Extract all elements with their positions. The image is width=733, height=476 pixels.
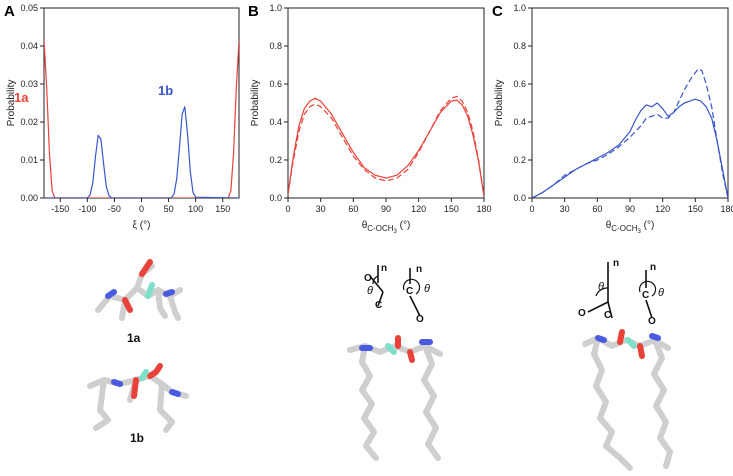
x-tick-label: -100	[78, 204, 96, 214]
molecule-label-1a: 1a	[127, 331, 141, 345]
x-axis-label-sub2: 3	[394, 229, 398, 235]
normal-n-c2: n	[650, 262, 656, 273]
theta-b2: θ	[424, 283, 430, 295]
atom-o-b: O	[364, 273, 372, 284]
atom-c-c2: C	[642, 290, 649, 301]
y-tick-label: 0.0	[513, 193, 526, 203]
x-tick-label: 0	[529, 204, 534, 214]
x-tick-label: 90	[625, 204, 635, 214]
y-tick-label: 0.6	[269, 79, 282, 89]
normal-n-b2: n	[416, 264, 422, 275]
plot-frame	[287, 7, 485, 199]
y-tick-label: 0.00	[20, 193, 38, 203]
x-tick-label: 100	[188, 204, 203, 214]
x-tick-label: 150	[688, 204, 703, 214]
geometry-sketch-b: O C n θ C O n θ	[364, 263, 430, 325]
y-tick-label: 0.2	[269, 155, 282, 165]
atom-c-b: C	[375, 300, 382, 311]
atom-c-b2: C	[406, 286, 413, 297]
molecule-label-1b: 1b	[130, 431, 144, 445]
atom-o-c2: O	[648, 316, 656, 327]
y-tick-label: 0.01	[20, 155, 38, 165]
y-tick-label: 0.0	[269, 193, 282, 203]
x-axis-label-unit: (°)	[397, 220, 410, 231]
x-tick-label: 120	[655, 204, 670, 214]
molecule-panel-c	[582, 329, 673, 471]
series-label-1a: 1a	[14, 90, 29, 105]
x-axis-label-unit: (°)	[641, 220, 654, 231]
y-axis-label: Probability	[6, 80, 17, 127]
x-axis-label: ξ (°)	[133, 220, 151, 231]
series-line-dashed-1	[288, 95, 484, 197]
panel-letter-c: C	[492, 3, 503, 20]
atom-o-c: O	[578, 308, 586, 319]
y-tick-label: 0.8	[513, 41, 526, 51]
chart-panel-a: -150 -100 -50 0 50 100 150 0.00 0.01 0.02 0.03 0.04…	[6, 3, 240, 231]
atom-o-b2: O	[416, 314, 424, 325]
panel-letter-a: A	[4, 3, 15, 20]
theta-c1: θ	[598, 281, 604, 293]
series-line-solid-1	[44, 106, 239, 198]
y-tick-label: 0.05	[20, 3, 38, 13]
y-tick-label: 0.4	[513, 117, 526, 127]
x-tick-label: 50	[164, 204, 174, 214]
x-tick-label: 180	[720, 204, 733, 214]
y-tick-label: 0.2	[513, 155, 526, 165]
molecule-1a	[95, 259, 183, 321]
x-axis-label-sub: C-OCH	[367, 224, 393, 233]
theta-c2: θ	[658, 287, 664, 299]
atom-c-c: C	[604, 310, 611, 321]
x-axis-label-main: θ	[606, 220, 612, 231]
plot-frame	[43, 7, 240, 199]
y-axis-label: Probability	[494, 80, 505, 127]
theta-b1: θ	[367, 285, 373, 297]
chart-panel-c: 0 30 60 90 120 150 180 0.0 0.2 0.4 0.6 0.8 1.0 Probab…	[494, 3, 733, 235]
y-tick-label: 0.04	[20, 41, 38, 51]
x-axis-label-sub2: 3	[638, 229, 642, 235]
x-axis-label-main: θ	[362, 220, 368, 231]
x-tick-label: 90	[381, 204, 391, 214]
series-line-solid-0	[288, 97, 484, 197]
series-line-solid-0	[532, 98, 728, 198]
y-tick-label: 0.4	[269, 117, 282, 127]
normal-n-b: n	[381, 263, 387, 274]
x-tick-label: -50	[108, 204, 121, 214]
y-tick-label: 0.03	[20, 79, 38, 89]
plot-frame	[531, 7, 729, 199]
y-tick-label: 1.0	[269, 3, 282, 13]
x-tick-label: 30	[560, 204, 570, 214]
x-axis-label: θC-OCH3 (°)	[362, 220, 411, 235]
x-tick-label: 0	[139, 204, 144, 214]
x-tick-label: 150	[215, 204, 230, 214]
x-tick-label: -150	[51, 204, 69, 214]
y-tick-label: 0.6	[513, 79, 526, 89]
molecule-panel-b	[347, 335, 443, 461]
x-tick-label: 180	[476, 204, 491, 214]
x-tick-label: 120	[411, 204, 426, 214]
x-axis-label: θC-OCH3 (°)	[606, 220, 655, 235]
molecule-1b	[87, 363, 189, 433]
x-tick-label: 150	[444, 204, 459, 214]
y-tick-label: 1.0	[513, 3, 526, 13]
x-tick-label: 60	[348, 204, 358, 214]
panel-letter-b: B	[248, 3, 259, 20]
series-line-solid-0	[44, 40, 239, 198]
series-line-dashed-1	[532, 68, 728, 198]
x-tick-label: 0	[285, 204, 290, 214]
y-tick-label: 0.8	[269, 41, 282, 51]
geometry-sketch-c: O C n θ C O n θ	[578, 258, 664, 327]
x-tick-label: 30	[316, 204, 326, 214]
x-tick-label: 60	[592, 204, 602, 214]
series-label-1b: 1b	[158, 83, 173, 98]
chart-panel-b: 0 30 60 90 120 150 180 0.0 0.2 0.4 0.6 0.8 1.0 Probab…	[250, 3, 492, 235]
y-axis-label: Probability	[250, 80, 261, 127]
x-axis-label-sub: C-OCH	[611, 224, 637, 233]
normal-n-c: n	[613, 258, 619, 269]
y-tick-label: 0.02	[20, 117, 38, 127]
